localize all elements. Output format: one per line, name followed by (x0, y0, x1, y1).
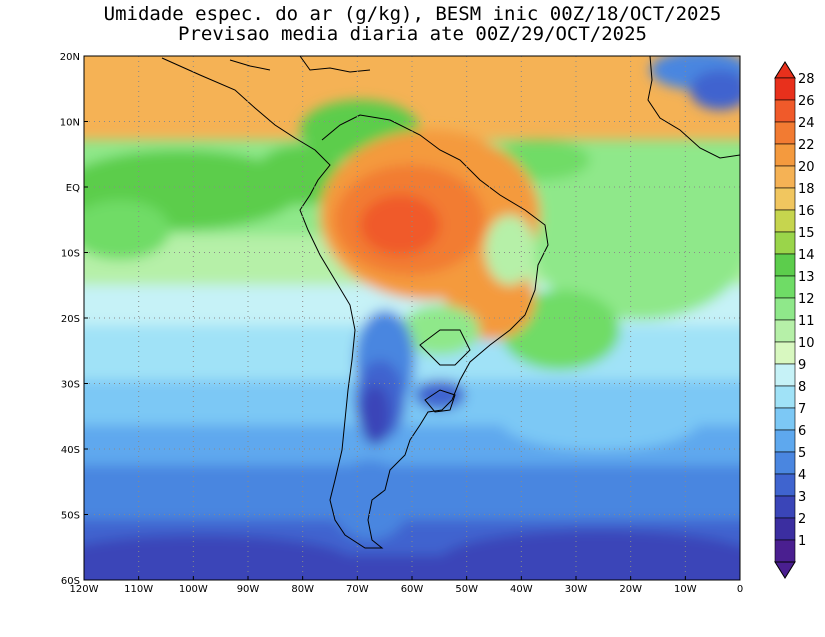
lon-tick-label: 100W (179, 584, 208, 595)
colorbar: 28 26 24 22 20 18 16 15 14 13 12 11 10 9 8 7 6 5 4 3 2 1 (774, 61, 815, 579)
colorbar-label: 7 (798, 402, 806, 417)
lon-tick-label: 30W (565, 584, 588, 595)
lon-tick-label: 120W (70, 584, 99, 595)
colorbar-label: 15 (798, 226, 815, 241)
colorbar-label: 4 (798, 468, 806, 483)
colorbar-swatch (774, 451, 796, 475)
colorbar-label: 24 (798, 116, 815, 131)
colorbar-swatch (774, 473, 796, 497)
colorbar-swatch (774, 495, 796, 519)
axis-labels: 120W 110W 100W 90W 80W 70W 60W 50W 40W 30W 20W 10W 0… (60, 52, 743, 595)
colorbar-label: 16 (798, 204, 815, 219)
colorbar-label: 3 (798, 490, 806, 505)
lon-tick-label: 70W (346, 584, 369, 595)
colorbar-swatch (774, 385, 796, 409)
lon-tick-label: 40W (510, 584, 533, 595)
lat-tick-label: 10N (60, 118, 80, 129)
humidity-field (84, 56, 740, 580)
colorbar-label: 6 (798, 424, 806, 439)
lat-tick-label: EQ (66, 183, 80, 194)
lat-tick-label: 20N (60, 52, 80, 63)
colorbar-label: 18 (798, 182, 815, 197)
colorbar-swatch (774, 407, 796, 431)
colorbar-bottom-arrow (774, 561, 796, 579)
map-title-line1: Umidade espec. do ar (g/kg), BESM inic 0… (103, 3, 722, 25)
lon-tick-label: 20W (619, 584, 642, 595)
lat-tick-label: 20S (61, 314, 80, 325)
colorbar-swatch (774, 187, 796, 211)
colorbar-label: 10 (798, 336, 815, 351)
colorbar-swatch (774, 517, 796, 541)
colorbar-swatch (774, 231, 796, 255)
colorbar-label: 8 (798, 380, 806, 395)
lon-tick-label: 10W (674, 584, 697, 595)
colorbar-swatch (774, 165, 796, 189)
colorbar-swatch (774, 121, 796, 145)
lon-tick-label: 0 (737, 584, 743, 595)
colorbar-label: 28 (798, 72, 815, 87)
colorbar-swatch (774, 275, 796, 299)
lon-tick-label: 80W (291, 584, 314, 595)
colorbar-label: 5 (798, 446, 806, 461)
colorbar-label: 14 (798, 248, 815, 263)
coastlines (161, 56, 740, 549)
colorbar-swatch (774, 99, 796, 123)
colorbar-label: 11 (798, 314, 815, 329)
colorbar-top-arrow (774, 61, 796, 79)
lat-tick-label: 60S (61, 576, 80, 587)
colorbar-label: 2 (798, 512, 806, 527)
lat-tick-label: 30S (61, 380, 80, 391)
colorbar-swatch (774, 297, 796, 321)
colorbar-label: 20 (798, 160, 815, 175)
colorbar-swatch (774, 539, 796, 563)
colorbar-swatch (774, 209, 796, 233)
colorbar-label: 9 (798, 358, 806, 373)
colorbar-swatch (774, 429, 796, 453)
colorbar-label: 12 (798, 292, 815, 307)
lon-tick-label: 110W (124, 584, 153, 595)
lat-tick-label: 50S (61, 511, 80, 522)
lat-tick-label: 40S (61, 445, 80, 456)
colorbar-label: 1 (798, 534, 806, 549)
lon-tick-label: 60W (401, 584, 424, 595)
lon-tick-label: 90W (237, 584, 260, 595)
colorbar-swatch (774, 319, 796, 343)
colorbar-label: 26 (798, 94, 815, 109)
colorbar-label: 22 (798, 138, 815, 153)
map-title-line2: Previsao media diaria ate 00Z/29/OCT/202… (178, 23, 647, 45)
colorbar-swatch (774, 363, 796, 387)
colorbar-swatch (774, 341, 796, 365)
colorbar-swatch (774, 143, 796, 167)
lon-tick-label: 50W (455, 584, 478, 595)
colorbar-swatch (774, 253, 796, 277)
colorbar-label: 13 (798, 270, 815, 285)
colorbar-swatch (774, 77, 796, 101)
lat-tick-label: 10S (61, 249, 80, 260)
